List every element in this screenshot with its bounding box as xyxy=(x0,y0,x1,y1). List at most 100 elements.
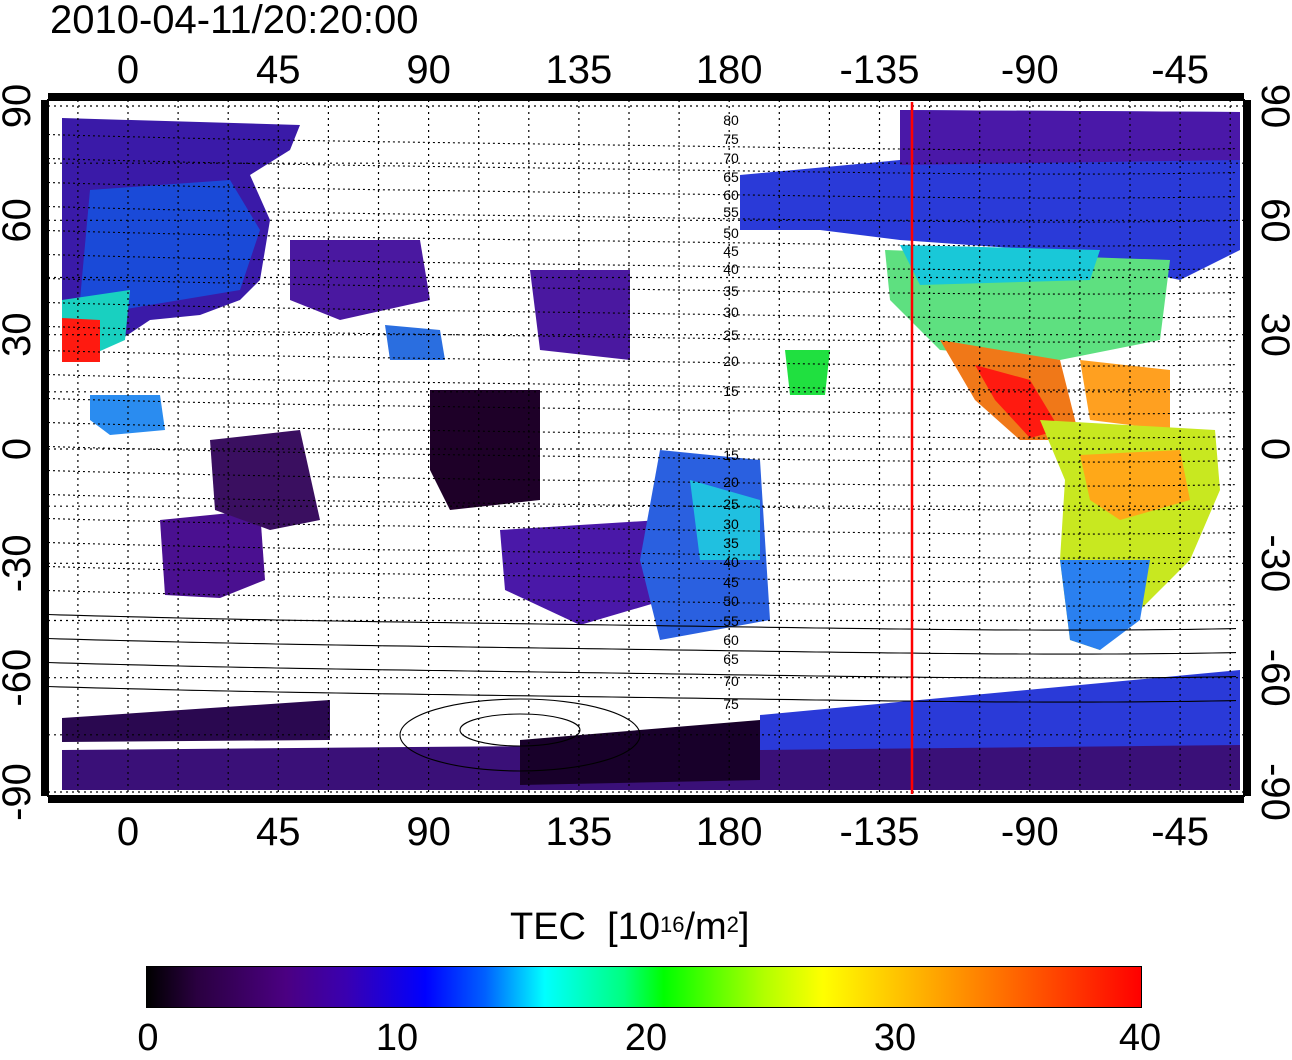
lon-tick-bottom: 45 xyxy=(256,810,301,854)
colorbar-tick-0: 0 xyxy=(137,1017,159,1059)
lon-axis-bottom: 0 45 90 135 180 -135 -90 -45 xyxy=(117,810,1209,854)
lat-tick-left: 60 xyxy=(0,198,39,243)
tec-region-sa-orange xyxy=(1080,450,1190,520)
maglat-label: 20 xyxy=(723,474,739,490)
maglat-label: 20 xyxy=(723,353,739,369)
lat-tick-left: -30 xyxy=(0,534,39,592)
lon-tick-top: 180 xyxy=(696,48,763,92)
tec-map: 8075706560555045403530252015152025303540… xyxy=(0,48,1292,854)
maglat-label: 50 xyxy=(723,593,739,609)
maglat-label: 30 xyxy=(723,516,739,532)
lon-tick-bottom: 180 xyxy=(696,810,763,854)
lat-tick-left: 30 xyxy=(0,312,39,357)
tec-region-westafrica xyxy=(90,395,165,435)
frame-bar-bottom xyxy=(48,796,1244,803)
lon-tick-top: 90 xyxy=(406,48,451,92)
lat-tick-right: 60 xyxy=(1253,198,1292,243)
map-title: 2010-04-11/20:20:00 xyxy=(50,0,419,42)
frame-tick-bars xyxy=(41,93,1251,803)
maglat-label: 15 xyxy=(723,383,739,399)
colorbar-title: TEC [1016/m2] xyxy=(510,904,749,950)
lat-tick-right: -90 xyxy=(1253,763,1292,821)
tec-region-southafrica xyxy=(160,510,265,598)
maglat-label: 65 xyxy=(723,651,739,667)
tec-region-antarctic-blue xyxy=(760,670,1240,750)
maglat-label: 75 xyxy=(723,131,739,147)
maglat-label: 35 xyxy=(723,283,739,299)
lat-tick-right: 90 xyxy=(1253,84,1292,129)
tec-region-sa-south xyxy=(1060,560,1150,650)
lon-tick-top: 135 xyxy=(546,48,613,92)
colorbar-tick-30: 30 xyxy=(873,1017,917,1059)
maglat-label: 55 xyxy=(723,613,739,629)
colorbar-unit-suffix: ] xyxy=(738,906,750,948)
maglat-label: 65 xyxy=(723,169,739,185)
lat-tick-right: -60 xyxy=(1253,649,1292,707)
tec-region-arctic xyxy=(900,110,1240,165)
tec-region-china xyxy=(530,270,630,360)
lon-axis-top: 0 45 90 135 180 -135 -90 -45 xyxy=(117,48,1209,92)
tec-region-mexico-red xyxy=(975,365,1060,438)
maglat-label: 45 xyxy=(723,574,739,590)
lon-tick-bottom: -90 xyxy=(1001,810,1059,854)
maglat-label: 40 xyxy=(723,261,739,277)
lat-tick-right: -30 xyxy=(1253,534,1292,592)
maglat-label: 15 xyxy=(723,447,739,463)
lon-tick-top: 45 xyxy=(256,48,301,92)
colorbar-unit-mid: /m xyxy=(684,906,727,948)
maglat-label: 30 xyxy=(723,304,739,320)
colorbar-label: TEC xyxy=(510,906,586,948)
frame-bar-right xyxy=(1244,100,1251,796)
maglat-label: 45 xyxy=(723,243,739,259)
tec-region-europe-blue xyxy=(80,180,260,310)
lat-lon-grid xyxy=(48,100,1244,796)
lon-tick-top: -135 xyxy=(839,48,919,92)
magnetic-latitude-contours xyxy=(48,133,1237,772)
tec-region-usa-north xyxy=(900,245,1100,285)
maglat-label: 70 xyxy=(723,150,739,166)
lat-tick-right: 0 xyxy=(1253,438,1292,460)
tec-region-pacific-sw-cyan xyxy=(690,480,760,560)
tec-data-layer xyxy=(62,110,1240,790)
maglat-label: 75 xyxy=(723,696,739,712)
tec-region-eastafrica xyxy=(210,430,320,530)
lat-tick-left: 90 xyxy=(0,84,39,129)
lat-tick-right: 30 xyxy=(1253,312,1292,357)
lon-tick-bottom: 0 xyxy=(117,810,139,854)
lat-tick-left: 0 xyxy=(0,438,39,460)
lat-axis-right: 90 60 30 0 -30 -60 -90 xyxy=(1253,84,1292,821)
lon-tick-top: 0 xyxy=(117,48,139,92)
tec-region-antarctic-west xyxy=(62,700,330,742)
maglat-label: 60 xyxy=(723,632,739,648)
tec-region-caribbean xyxy=(1080,360,1170,430)
maglat-label: 25 xyxy=(723,327,739,343)
lat-tick-left: -60 xyxy=(0,649,39,707)
maglat-label: 55 xyxy=(723,204,739,220)
maglat-label: 40 xyxy=(723,554,739,570)
colorbar-unit-exponent2: 2 xyxy=(726,912,739,937)
lat-axis-left: 90 60 30 0 -30 -60 -90 xyxy=(0,84,39,821)
tec-region-tibet xyxy=(385,325,445,360)
colorbar-unit-prefix: [10 xyxy=(607,906,660,948)
tec-region-india xyxy=(430,390,540,510)
maglat-label: 70 xyxy=(723,673,739,689)
lon-tick-top: -45 xyxy=(1151,48,1209,92)
tec-region-morocco xyxy=(62,318,100,362)
colorbar-unit-exponent: 16 xyxy=(659,912,685,937)
lat-tick-left: -90 xyxy=(0,763,39,821)
lon-tick-bottom: -45 xyxy=(1151,810,1209,854)
tec-region-antarctic-dark xyxy=(520,720,760,785)
magnetic-latitude-labels: 8075706560555045403530252015152025303540… xyxy=(723,112,739,712)
colorbar-tick-10: 10 xyxy=(375,1017,419,1059)
lon-tick-bottom: 135 xyxy=(546,810,613,854)
lon-tick-bottom: 90 xyxy=(406,810,451,854)
colorbar-tick-20: 20 xyxy=(624,1017,668,1059)
tec-region-pacific-green xyxy=(785,350,830,395)
maglat-label: 60 xyxy=(723,187,739,203)
frame-bar-top xyxy=(48,93,1244,100)
maglat-label: 50 xyxy=(723,225,739,241)
tec-region-centralasia xyxy=(290,240,430,320)
colorbar-tick-40: 40 xyxy=(1118,1017,1162,1059)
maglat-label: 35 xyxy=(723,535,739,551)
maglat-label: 25 xyxy=(723,496,739,512)
